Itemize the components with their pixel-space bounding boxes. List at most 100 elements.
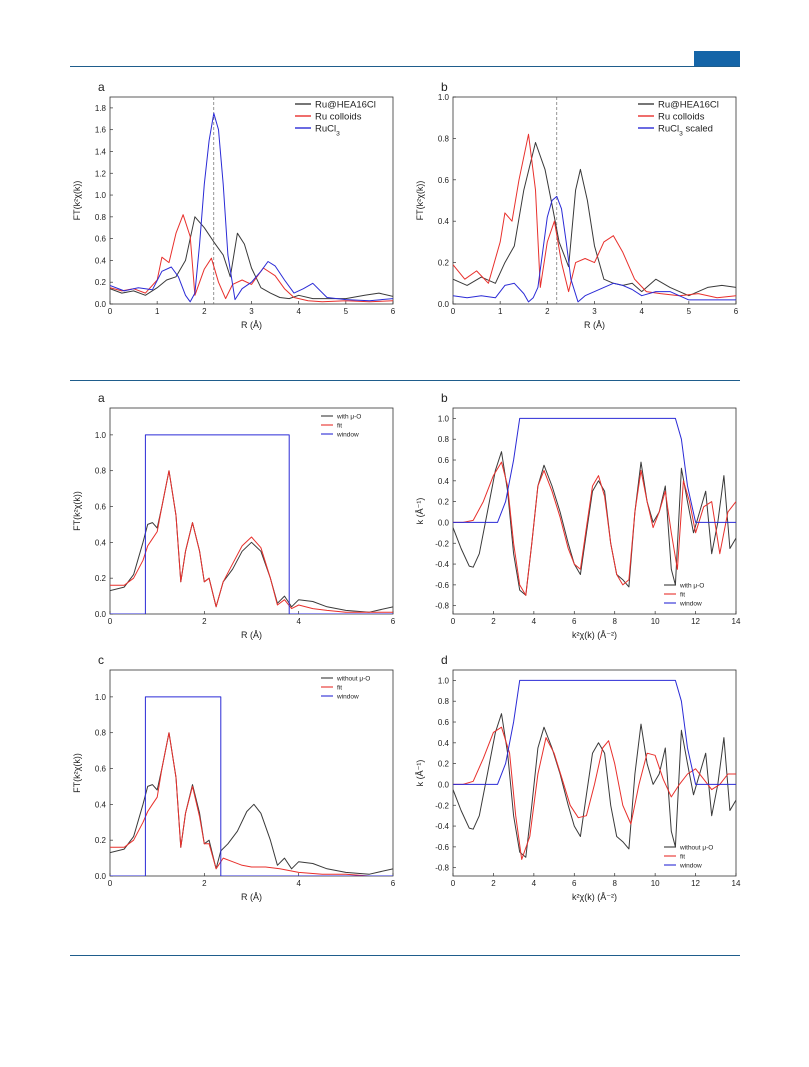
legend-entry: Ru@HEA16Cl	[658, 99, 719, 110]
y-tick-label: 0.2	[438, 760, 450, 769]
legend-entry: with μ-O	[336, 413, 361, 420]
y-tick-label: 0.2	[438, 259, 450, 268]
x-tick-label: 1	[155, 307, 160, 316]
y-axis-label: k (Å⁻¹)	[415, 760, 425, 787]
y-tick-label: 1.0	[95, 693, 107, 702]
y-tick-label: -0.2	[435, 801, 449, 810]
panel-label: a	[98, 80, 105, 94]
series-line-red	[110, 470, 393, 613]
header-tab	[694, 51, 740, 66]
x-tick-label: 3	[249, 307, 254, 316]
y-tick-label: 1.2	[95, 169, 107, 178]
y-tick-label: 0.0	[438, 300, 450, 309]
x-axis-label: R (Å)	[584, 320, 605, 330]
plot-frame	[109, 669, 394, 877]
series-line-red	[110, 732, 393, 876]
series-line-black	[453, 713, 736, 858]
y-tick-label: -0.4	[435, 822, 449, 831]
x-tick-label: 2	[202, 617, 207, 626]
y-tick-label: 0.4	[95, 800, 107, 809]
panel-label: b	[441, 391, 448, 405]
x-tick-label: 12	[691, 617, 700, 626]
x-axis-label: k²χ(k) (Å⁻²)	[572, 892, 617, 902]
y-tick-label: 0.6	[438, 456, 450, 465]
y-tick-label: 0.2	[95, 836, 107, 845]
legend-entry: Ru@HEA16Cl	[315, 99, 376, 110]
header-rule	[70, 66, 740, 67]
x-axis-label: R (Å)	[241, 630, 262, 640]
x-tick-label: 0	[451, 879, 456, 888]
series-line-red	[453, 133, 736, 299]
y-axis-label: FT(k²χ(k))	[72, 181, 82, 221]
plot-frame	[109, 407, 394, 615]
x-tick-label: 2	[545, 307, 550, 316]
y-axis-label: FT(k²χ(k))	[72, 753, 82, 793]
chart-bot-c: c 0 2 4 6 0.0 0.2 0.4 0.6 0.8 1.0 R (Å) FT(k²χ(k)) wi…	[72, 653, 396, 902]
y-tick-label: 0.0	[95, 872, 107, 881]
y-tick-label: 0.6	[438, 718, 450, 727]
y-tick-label: 0.4	[95, 538, 107, 547]
legend-entry: fit	[680, 591, 685, 598]
x-tick-label: 14	[732, 617, 741, 626]
y-tick-label: 0.8	[95, 213, 107, 222]
x-tick-label: 5	[344, 307, 349, 316]
legend-entry: window	[336, 693, 359, 700]
x-tick-label: 4	[296, 307, 301, 316]
series-line-blue	[453, 195, 736, 303]
plot-frame	[452, 669, 737, 877]
panel-label: a	[98, 391, 105, 405]
y-tick-label: 1.0	[438, 676, 450, 685]
y-tick-label: 1.0	[438, 414, 450, 423]
y-tick-label: 0.6	[95, 235, 107, 244]
x-axis-label: k²χ(k) (Å⁻²)	[572, 630, 617, 640]
legend-entry: Ru colloids	[658, 111, 705, 122]
legend-subscript: 3	[679, 130, 683, 137]
x-tick-label: 4	[296, 617, 301, 626]
x-tick-label: 3	[592, 307, 597, 316]
y-tick-label: -0.8	[435, 864, 449, 873]
legend-entry: fit	[337, 684, 342, 691]
x-tick-label: 5	[687, 307, 692, 316]
y-tick-label: 0.0	[95, 610, 107, 619]
x-tick-label: 10	[651, 617, 660, 626]
y-tick-label: 0.4	[438, 477, 450, 486]
series-line-black	[110, 216, 393, 300]
y-tick-label: 1.0	[95, 191, 107, 200]
panel-label: b	[441, 80, 448, 94]
x-tick-label: 4	[532, 879, 537, 888]
legend-entry: without μ-O	[679, 844, 713, 851]
x-tick-label: 1	[498, 307, 503, 316]
y-tick-label: 1.0	[438, 93, 450, 102]
plot-frame	[452, 407, 737, 615]
y-tick-label: 0.4	[438, 217, 450, 226]
x-tick-label: 0	[108, 879, 113, 888]
y-tick-label: 0.6	[95, 765, 107, 774]
y-tick-label: 0.0	[438, 518, 450, 527]
series-line-blue	[110, 434, 393, 614]
x-tick-label: 6	[734, 307, 739, 316]
x-tick-label: 2	[491, 879, 496, 888]
legend-entry: Ru colloids	[315, 111, 362, 122]
panel-label: d	[441, 653, 448, 667]
x-tick-label: 4	[532, 617, 537, 626]
series-line-blue	[453, 679, 736, 785]
legend-entry: without μ-O	[336, 675, 370, 682]
legend-entry: fit	[337, 422, 342, 429]
y-tick-label: 0.8	[438, 435, 450, 444]
y-axis-label: FT(k²χ(k))	[415, 181, 425, 221]
legend-entry: RuCl3 scaled	[658, 123, 713, 137]
series-line-blue	[110, 696, 393, 876]
chart-bot-d: d 0 2 4 6 8 10 12 14 -0.8 -0.6 -0.4 -0.2 0.0 0.2 0.4 0.6…	[415, 653, 741, 902]
y-tick-label: 0.4	[95, 256, 107, 265]
y-tick-label: 0.8	[95, 467, 107, 476]
y-tick-label: 0.4	[438, 739, 450, 748]
section-divider-rule	[70, 380, 740, 381]
y-tick-label: 0.8	[438, 134, 450, 143]
y-tick-label: -0.2	[435, 539, 449, 548]
legend-entry: window	[336, 431, 359, 438]
y-tick-label: 0.8	[95, 729, 107, 738]
legend-entry: window	[679, 862, 702, 869]
x-tick-label: 6	[572, 617, 577, 626]
legend-suffix: scaled	[683, 123, 713, 134]
